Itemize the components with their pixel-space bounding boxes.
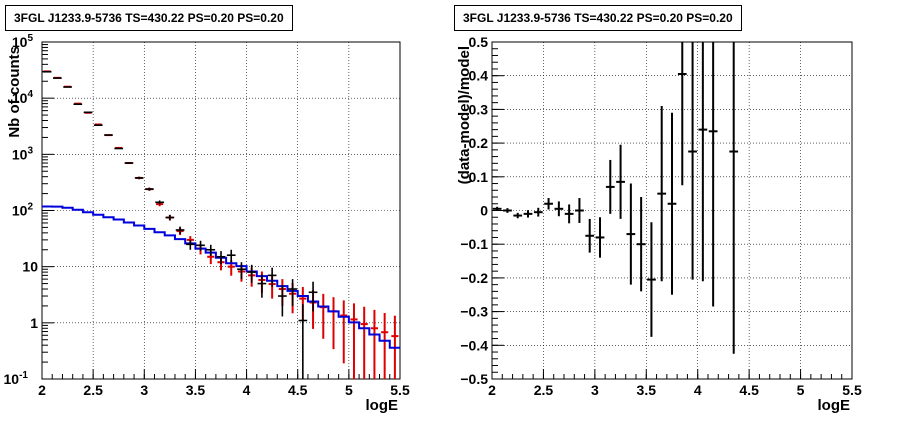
counts-x-tick-label: 2: [38, 382, 46, 398]
counts-y-tick-label: 102: [12, 202, 34, 219]
counts-y-tick-label: 103: [12, 145, 34, 162]
residuals-x-axis-label: logE: [818, 397, 851, 414]
residuals-y-tick-label: −0.1: [460, 236, 488, 252]
residuals-x-tick-label: 2.5: [534, 382, 554, 398]
residuals-plot-title: 3FGL J1233.9-5736 TS=430.22 PS=0.20 PS=0…: [454, 5, 742, 31]
counts-x-tick-label: 4.5: [288, 382, 308, 398]
counts-x-tick-label: 3.5: [186, 382, 206, 398]
counts-y-tick-label: 10-1: [4, 370, 29, 387]
counts-plot-title: 3FGL J1233.9-5736 TS=430.22 PS=0.20 PS=0…: [5, 5, 293, 31]
residuals-x-tick-label: 5.5: [842, 382, 862, 398]
counts-x-tick-label: 4: [243, 382, 251, 398]
counts-y-tick-label: 1: [30, 315, 38, 331]
residuals-x-tick-label: 2: [488, 382, 496, 398]
counts-frame: [41, 41, 401, 380]
residuals-x-tick-label: 4: [694, 382, 702, 398]
residuals-y-tick-label: 0.5: [469, 34, 489, 50]
residuals-x-tick-label: 3: [591, 382, 599, 398]
counts-x-tick-label: 3: [140, 382, 148, 398]
residuals-x-tick-label: 3.5: [637, 382, 657, 398]
counts-y-tick-label: 10: [22, 259, 38, 275]
counts-x-axis-label: logE: [366, 397, 399, 414]
residuals-x-tick-label: 5: [797, 382, 805, 398]
residuals-y-tick-label: 0.1: [469, 169, 489, 185]
residuals-y-tick-label: 0.4: [469, 68, 489, 84]
residuals-y-tick-label: 0.2: [469, 135, 489, 151]
residuals-y-tick-label: 0.3: [469, 101, 489, 117]
residuals-y-tick-label: −0.2: [460, 270, 488, 286]
counts-y-axis-label: Nb of counts: [6, 46, 23, 138]
counts-plot: 2 2.5 3 3.5 4 4.5 5 5.510-1110102103104105logEN…: [4, 33, 410, 414]
residuals-x-tick-label: 4.5: [739, 382, 759, 398]
counts-x-tick-label: 2.5: [83, 382, 103, 398]
residuals-y-tick-label: 0: [480, 203, 488, 219]
counts-x-tick-label: 5.5: [390, 382, 410, 398]
residuals-y-tick-label: −0.4: [460, 337, 488, 353]
residuals-plot: 2 2.5 3 3.5 4 4.5 5 5.5 −0.5 −0.4 −0.3 −0.2 −0.1 0 0.1…: [456, 34, 862, 414]
residuals-y-tick-label: −0.5: [460, 371, 488, 387]
residuals-y-axis-label: (data-model)/model: [456, 46, 473, 184]
residuals-y-tick-label: −0.3: [460, 304, 488, 320]
counts-x-tick-label: 5: [345, 382, 353, 398]
